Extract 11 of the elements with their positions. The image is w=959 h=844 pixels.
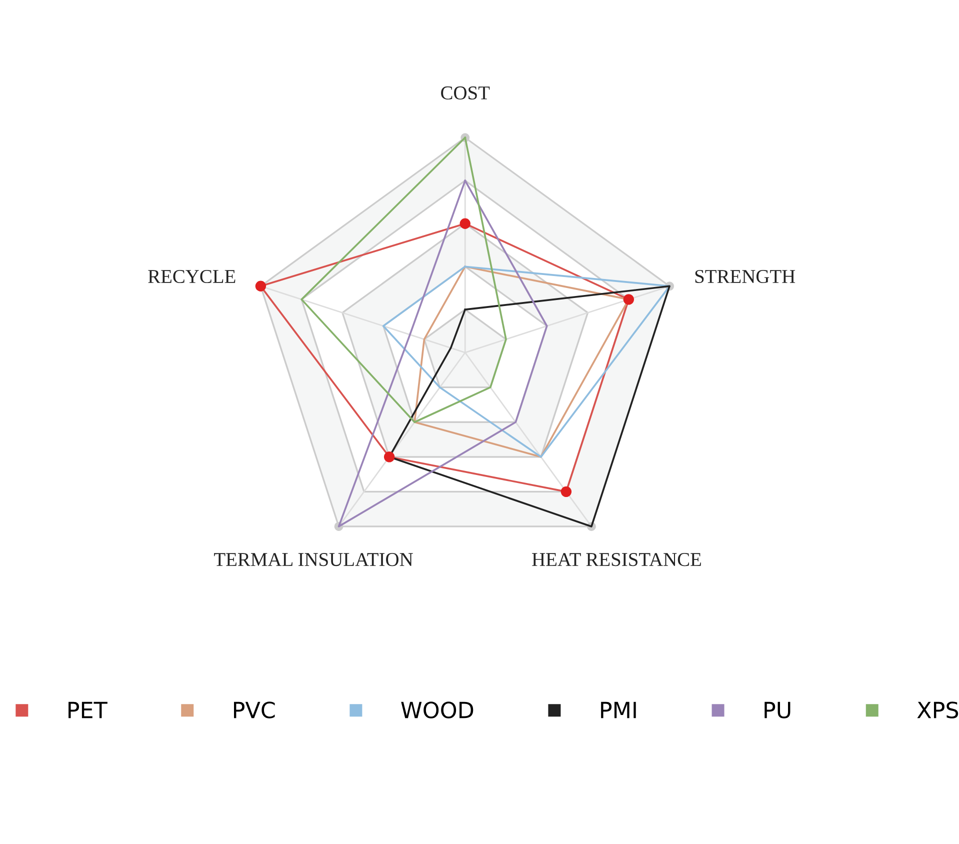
legend-label: PU (764, 702, 790, 718)
legend-label: XPS (917, 702, 958, 718)
legend-label: PMI (601, 702, 636, 718)
spoke-label: TERMAL INSULATION (214, 553, 413, 566)
spoke-label: HEAT RESISTANCE (532, 553, 701, 566)
legend-label: PET (68, 702, 108, 718)
spoke-label: STRENGTH (695, 270, 796, 284)
legend-label: WOOD (401, 702, 474, 718)
legend-label: PVC (234, 702, 275, 718)
spoke-label: RECYCLE (148, 270, 236, 284)
spoke-label: COST (441, 86, 490, 100)
